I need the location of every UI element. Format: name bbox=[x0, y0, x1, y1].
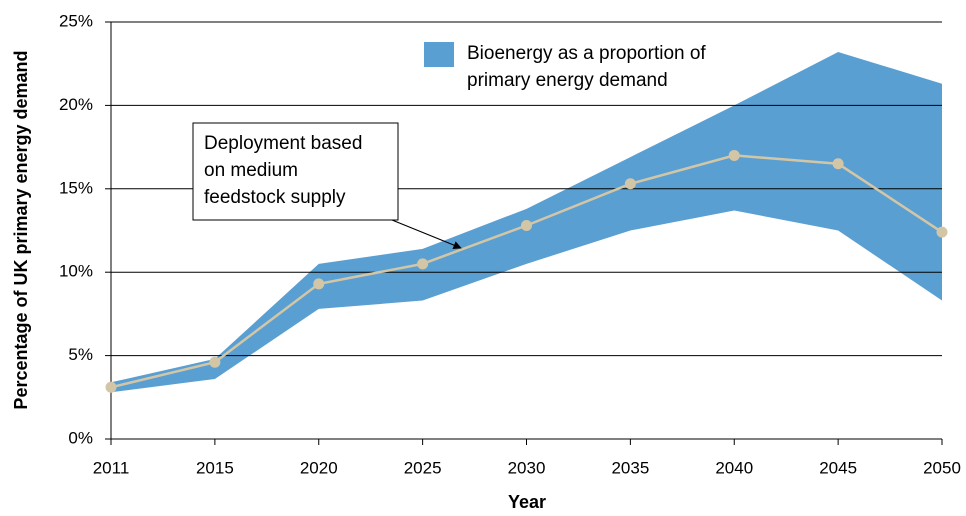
x-tick-label: 2025 bbox=[404, 458, 442, 477]
x-axis-label: Year bbox=[508, 492, 546, 512]
y-tick-label: 25% bbox=[59, 11, 93, 30]
x-tick-label: 2030 bbox=[508, 458, 546, 477]
legend-label: Bioenergy as a proportion of primary ene… bbox=[467, 43, 706, 91]
y-tick-label: 0% bbox=[68, 428, 93, 447]
line-marker bbox=[105, 381, 117, 393]
line-marker bbox=[728, 149, 740, 161]
line-marker bbox=[624, 178, 636, 190]
y-tick-label: 15% bbox=[59, 178, 93, 197]
x-tick-label: 2035 bbox=[611, 458, 649, 477]
line-marker bbox=[521, 219, 532, 231]
annotation-arrow bbox=[391, 219, 462, 250]
line-marker bbox=[832, 158, 844, 170]
y-tick-label: 5% bbox=[68, 345, 93, 364]
legend-swatch bbox=[424, 42, 454, 67]
annotation-text: on medium bbox=[204, 160, 298, 181]
x-tick-label: 2011 bbox=[93, 458, 130, 477]
line-marker bbox=[209, 356, 221, 368]
annotation-text: feedstock supply bbox=[204, 187, 346, 208]
x-tick-label: 2040 bbox=[715, 458, 753, 477]
y-axis-label: Percentage of UK primary energy demand bbox=[11, 50, 31, 409]
annotation-box bbox=[192, 122, 399, 221]
line-marker bbox=[417, 258, 429, 270]
y-tick-label: 10% bbox=[59, 262, 93, 281]
annotation-text: Deployment based bbox=[204, 133, 362, 154]
line-marker bbox=[936, 226, 948, 238]
x-tick-label: 2015 bbox=[196, 458, 234, 477]
y-tick-label: 20% bbox=[59, 95, 93, 114]
x-tick-label: 2020 bbox=[300, 458, 338, 477]
x-tick-label: 2045 bbox=[819, 458, 857, 477]
line-marker bbox=[313, 278, 325, 290]
x-tick-label: 2050 bbox=[923, 458, 961, 477]
